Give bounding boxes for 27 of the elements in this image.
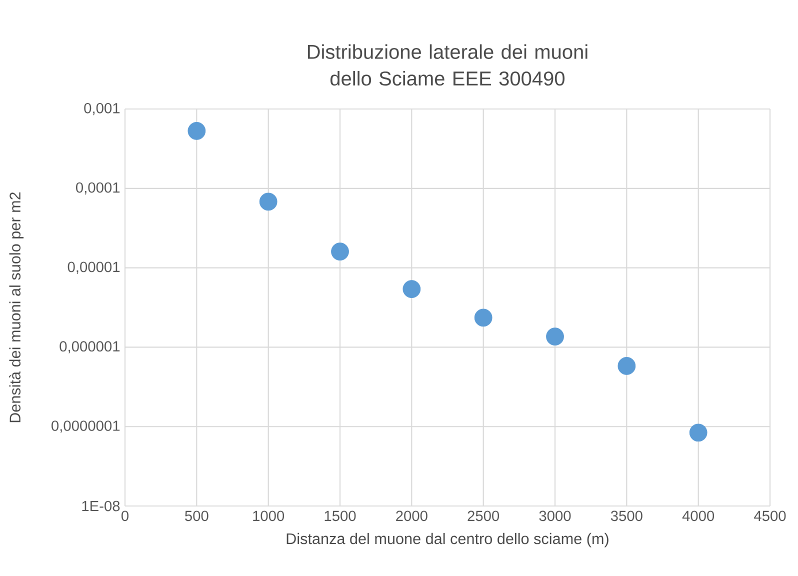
y-tick-label: 0,00001 (68, 262, 120, 274)
y-axis-title: Densità dei muoni al suolo per m2 (9, 192, 24, 422)
x-tick-label: 1000 (253, 510, 284, 522)
x-tick-label: 0 (121, 510, 128, 522)
point (618, 357, 636, 375)
x-tick-label: 4500 (754, 510, 786, 522)
point (331, 242, 349, 261)
point (474, 308, 492, 327)
y-tick-label: 0,0001 (76, 182, 120, 194)
point (402, 280, 421, 298)
point (259, 192, 278, 211)
x-axis-title: Distanza del muone dal centro dello sciame (m) (286, 532, 608, 548)
y-tick-label: 0,000001 (60, 341, 120, 354)
x-tick-label: 4000 (682, 510, 714, 522)
x-tick-label: 3500 (610, 510, 642, 522)
x-tick-label: 500 (185, 510, 208, 522)
y-tick-label: 0,001 (84, 102, 120, 116)
x-tick-label: 2500 (468, 510, 500, 522)
point (546, 328, 564, 346)
y-tick-label: 0,0000001 (52, 420, 120, 433)
x-tick-label: 3000 (539, 510, 571, 522)
chart-title: Distribuzione laterale dei muoni dello Sciame EEE 300490 (308, 44, 588, 86)
y-tick-label: 1E-08 (82, 500, 120, 512)
x-tick-label: 2000 (396, 510, 428, 522)
point (188, 122, 206, 140)
x-tick-label: 1500 (324, 510, 356, 522)
point (689, 424, 708, 442)
